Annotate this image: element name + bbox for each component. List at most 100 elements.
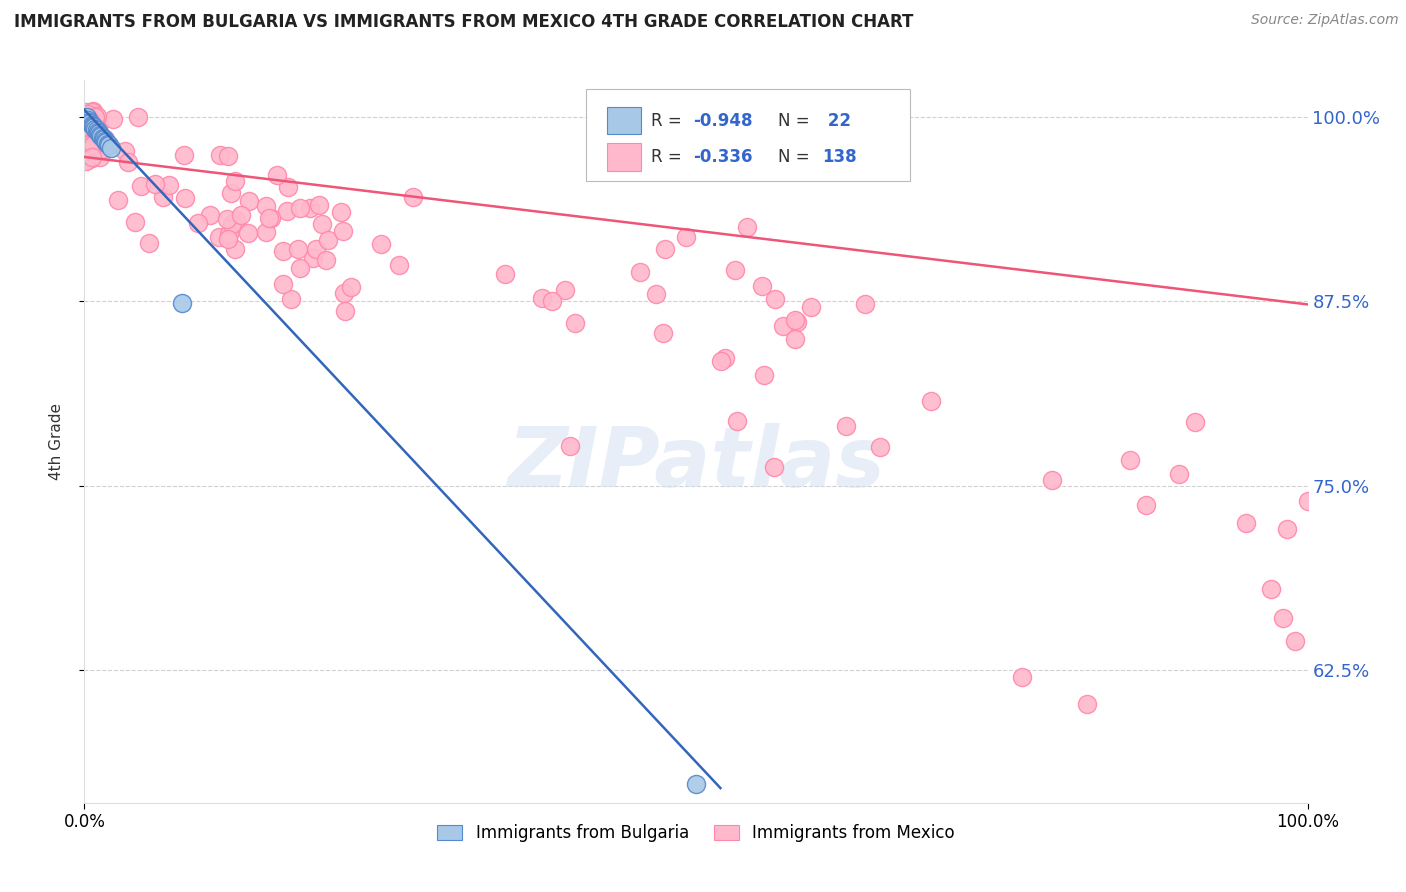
Point <box>271 277 294 292</box>
Point <box>82 119 104 133</box>
Point <box>724 263 747 277</box>
Text: IMMIGRANTS FROM BULGARIA VS IMMIGRANTS FROM MEXICO 4TH GRADE CORRELATION CHART: IMMIGRANTS FROM BULGARIA VS IMMIGRANTS F… <box>14 13 914 31</box>
Point <box>276 204 298 219</box>
Point <box>305 242 328 256</box>
Point <box>762 459 785 474</box>
Point <box>221 217 243 231</box>
Point <box>82 147 104 161</box>
Point <box>83 109 105 123</box>
Text: 138: 138 <box>823 148 856 166</box>
Point <box>80 118 103 132</box>
Point <box>301 251 323 265</box>
FancyBboxPatch shape <box>586 89 910 181</box>
Point <box>530 291 553 305</box>
Point <box>554 283 576 297</box>
Point <box>84 122 107 136</box>
Point <box>1284 633 1306 648</box>
Point <box>869 440 891 454</box>
Point <box>229 208 252 222</box>
Point <box>87 125 110 139</box>
Point <box>259 211 281 225</box>
Point <box>287 243 309 257</box>
Point <box>89 128 111 142</box>
Point <box>87 127 110 141</box>
Point <box>96 135 118 149</box>
Point <box>654 242 676 256</box>
Point <box>219 186 242 200</box>
Point <box>388 258 411 272</box>
Point <box>89 117 111 131</box>
Point <box>173 191 195 205</box>
Point <box>339 279 361 293</box>
Point <box>117 155 139 169</box>
FancyBboxPatch shape <box>606 107 641 135</box>
Point <box>173 148 195 162</box>
Point <box>1275 522 1298 536</box>
Point <box>82 138 104 153</box>
Point <box>1184 415 1206 429</box>
Point <box>675 229 697 244</box>
Point <box>217 149 239 163</box>
Point <box>541 293 564 308</box>
Point <box>76 124 98 138</box>
Point <box>75 104 97 119</box>
Point <box>1040 474 1063 488</box>
Point <box>308 197 330 211</box>
Point <box>76 140 98 154</box>
Point <box>75 114 97 128</box>
Point <box>198 208 221 222</box>
Point <box>82 103 104 118</box>
Point <box>714 351 737 365</box>
Point <box>685 777 707 791</box>
Point <box>238 226 260 240</box>
Point <box>76 107 98 121</box>
Text: N =: N = <box>778 148 815 166</box>
Point <box>90 129 112 144</box>
Point <box>772 318 794 333</box>
Point <box>80 150 103 164</box>
Point <box>1260 582 1282 596</box>
Point <box>75 153 97 167</box>
Point <box>494 268 516 282</box>
Text: R =: R = <box>651 148 686 166</box>
Point <box>76 113 98 128</box>
Point <box>94 134 117 148</box>
Point <box>225 213 247 227</box>
Point <box>652 326 675 341</box>
Text: Source: ZipAtlas.com: Source: ZipAtlas.com <box>1251 13 1399 28</box>
Point <box>835 418 858 433</box>
Point <box>215 212 238 227</box>
Point <box>1168 467 1191 482</box>
Point <box>114 144 136 158</box>
Point <box>1135 498 1157 512</box>
Point <box>94 132 117 146</box>
Point <box>127 110 149 124</box>
Point <box>763 293 786 307</box>
Point <box>1119 453 1142 467</box>
Legend: Immigrants from Bulgaria, Immigrants from Mexico: Immigrants from Bulgaria, Immigrants fro… <box>430 817 962 848</box>
Point <box>280 292 302 306</box>
Point <box>224 174 246 188</box>
Point <box>80 151 103 165</box>
Point <box>157 178 180 192</box>
Point <box>75 128 97 142</box>
Point <box>333 285 356 300</box>
Point <box>138 236 160 251</box>
Point <box>86 109 108 123</box>
Point <box>79 109 101 123</box>
Point <box>785 332 807 346</box>
Point <box>75 113 97 128</box>
Point <box>630 265 652 279</box>
Point <box>277 180 299 194</box>
Point <box>224 242 246 256</box>
Point <box>318 233 340 247</box>
Point <box>75 120 97 134</box>
Text: -0.336: -0.336 <box>693 148 754 166</box>
Point <box>311 217 333 231</box>
Text: R =: R = <box>651 112 686 129</box>
Point <box>143 178 166 192</box>
Point <box>299 201 322 215</box>
Text: ZIPatlas: ZIPatlas <box>508 423 884 504</box>
Point <box>124 215 146 229</box>
Point <box>786 315 808 329</box>
